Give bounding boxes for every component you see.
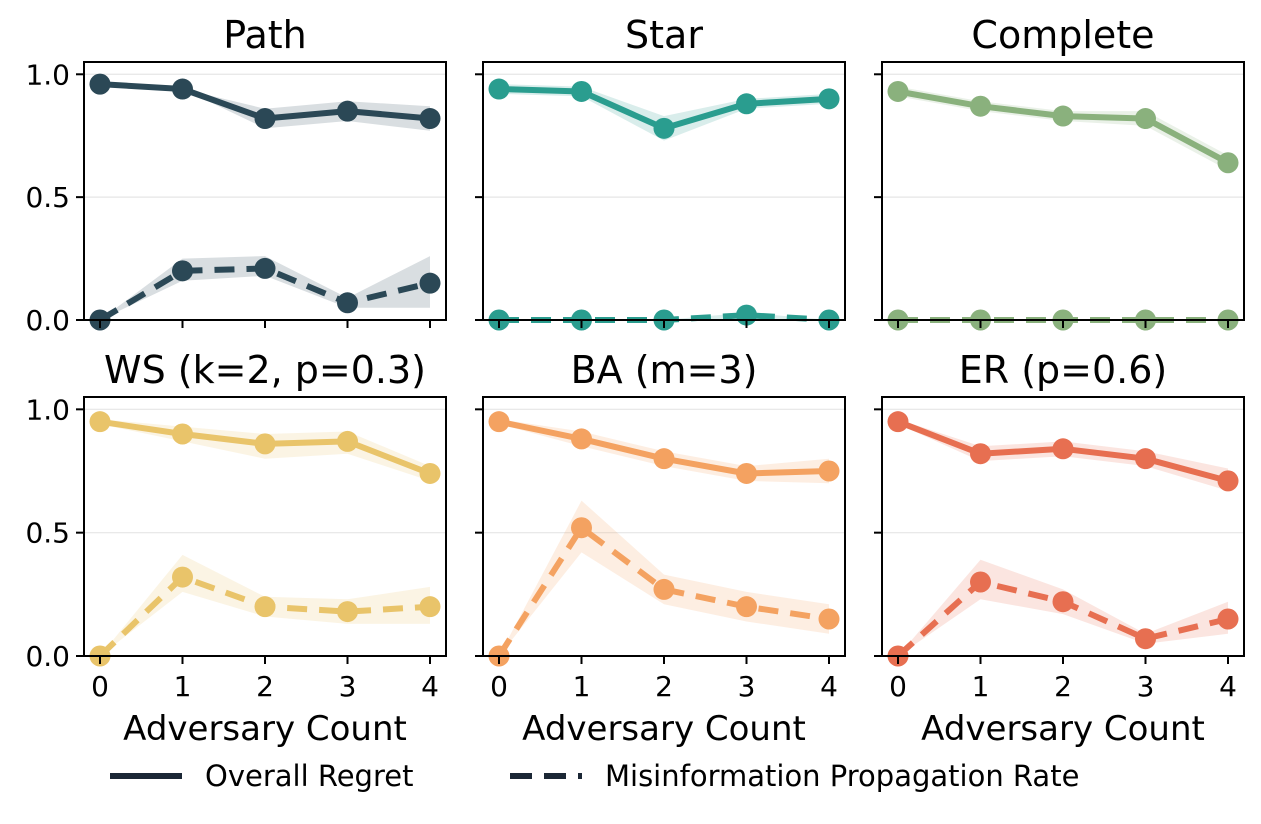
subplot-title: Complete	[971, 13, 1154, 57]
subplot-1: 0.0 0.5 1.0 Path	[25, 13, 447, 337]
data-point	[1052, 591, 1074, 613]
data-point	[818, 88, 840, 110]
x-tick-label: 2	[256, 670, 274, 703]
data-point	[337, 601, 358, 623]
x-tick-label: 2	[655, 670, 673, 703]
confidence-band-misinformation	[499, 500, 829, 656]
data-point	[172, 260, 193, 282]
data-point	[736, 596, 757, 618]
data-point	[254, 433, 276, 455]
data-point	[1135, 108, 1156, 130]
x-tick-label: 4	[421, 670, 439, 703]
y-tick-label: 1.0	[25, 58, 70, 91]
x-axis-label: Adversary Count	[123, 709, 407, 749]
data-point	[653, 578, 675, 600]
data-point	[887, 80, 909, 102]
x-tick-label: 3	[738, 670, 756, 703]
data-point	[970, 443, 991, 465]
x-tick-label: 4	[820, 670, 838, 703]
data-point	[488, 411, 510, 433]
legend-label: Misinformation Propagation Rate	[605, 759, 1079, 793]
x-axis-label: Adversary Count	[522, 709, 806, 749]
x-tick-label: 1	[573, 670, 591, 703]
series-line-regret	[897, 88, 1230, 166]
series-line-misinformation	[496, 524, 830, 658]
data-point	[571, 80, 592, 102]
subplot-4: 0 1 2 3 4 0.0 0.5 1.0 WS (k=2, p=0.3) Adversary C…	[25, 348, 447, 749]
subplot-6: 0 1 2 3 4 ER (p=0.6) Adversary Count	[874, 348, 1245, 749]
data-point	[419, 596, 441, 618]
x-tick-label: 3	[339, 670, 357, 703]
x-tick-label: 0	[889, 670, 907, 703]
data-point	[89, 411, 111, 433]
subplot-5: 0 1 2 3 4 BA (m=3) Adversary Count	[475, 348, 846, 749]
legend: Overall Regret Misinformation Propagation…	[110, 759, 1079, 793]
x-tick-label: 2	[1054, 670, 1072, 703]
subplot-title: ER (p=0.6)	[959, 348, 1168, 392]
x-tick-label: 1	[972, 670, 990, 703]
subplot-title: Star	[625, 13, 703, 57]
x-tick-label: 3	[1137, 670, 1155, 703]
data-point	[818, 460, 840, 482]
y-tick-label: 0.0	[25, 304, 70, 337]
x-tick-label: 0	[490, 670, 508, 703]
x-tick-label: 0	[91, 670, 109, 703]
data-point	[970, 95, 991, 117]
data-point	[653, 448, 675, 470]
data-point	[736, 93, 757, 115]
data-point	[1135, 628, 1156, 650]
y-tick-label: 0.5	[25, 517, 70, 550]
data-point	[653, 117, 675, 139]
data-point	[571, 428, 592, 450]
data-point	[818, 608, 840, 630]
data-point	[337, 430, 358, 452]
data-point	[89, 73, 111, 95]
subplot-title: BA (m=3)	[571, 348, 758, 392]
data-point	[419, 272, 441, 294]
data-point	[1217, 608, 1239, 630]
data-point	[1135, 448, 1156, 470]
data-point	[254, 257, 276, 279]
x-axis-label: Adversary Count	[921, 709, 1205, 749]
data-point	[419, 108, 441, 130]
data-point	[172, 423, 193, 445]
data-point	[337, 100, 358, 122]
subplot-3: Complete	[874, 13, 1245, 331]
data-point	[488, 78, 510, 100]
data-point	[254, 108, 276, 130]
data-point	[172, 78, 193, 100]
data-point	[571, 517, 592, 539]
data-point	[736, 462, 757, 484]
data-point	[337, 292, 358, 314]
data-point	[1217, 470, 1239, 492]
data-point	[254, 596, 276, 618]
legend-label: Overall Regret	[205, 759, 413, 793]
y-tick-label: 1.0	[25, 393, 70, 426]
x-tick-label: 1	[174, 670, 192, 703]
subplot-title: WS (k=2, p=0.3)	[104, 348, 426, 392]
data-point	[887, 411, 909, 433]
data-point	[419, 462, 441, 484]
data-point	[970, 571, 991, 593]
subplot-title: Path	[223, 13, 306, 57]
subplot-2: Star	[475, 13, 846, 331]
y-tick-label: 0.5	[25, 181, 70, 214]
data-point	[1217, 152, 1239, 174]
x-tick-label: 4	[1219, 670, 1237, 703]
data-point	[1052, 438, 1074, 460]
data-point	[172, 566, 193, 588]
data-point	[1052, 105, 1074, 127]
y-tick-label: 0.0	[25, 640, 70, 673]
